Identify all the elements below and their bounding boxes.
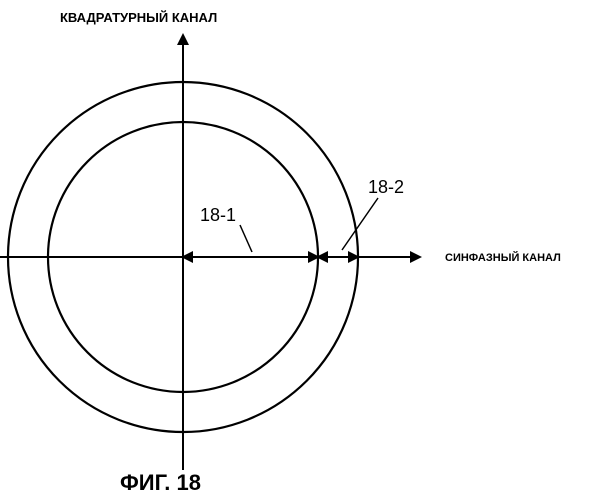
x-axis-label: СИНФАЗНЫЙ КАНАЛ bbox=[445, 252, 561, 264]
figure-caption: ФИГ. 18 bbox=[120, 470, 201, 496]
y-axis-label: КВАДРАТУРНЫЙ КАНАЛ bbox=[60, 10, 217, 25]
callout-outer-label: 18-2 bbox=[368, 177, 404, 198]
callout-inner-label: 18-1 bbox=[200, 205, 236, 226]
iq-diagram bbox=[0, 0, 589, 500]
